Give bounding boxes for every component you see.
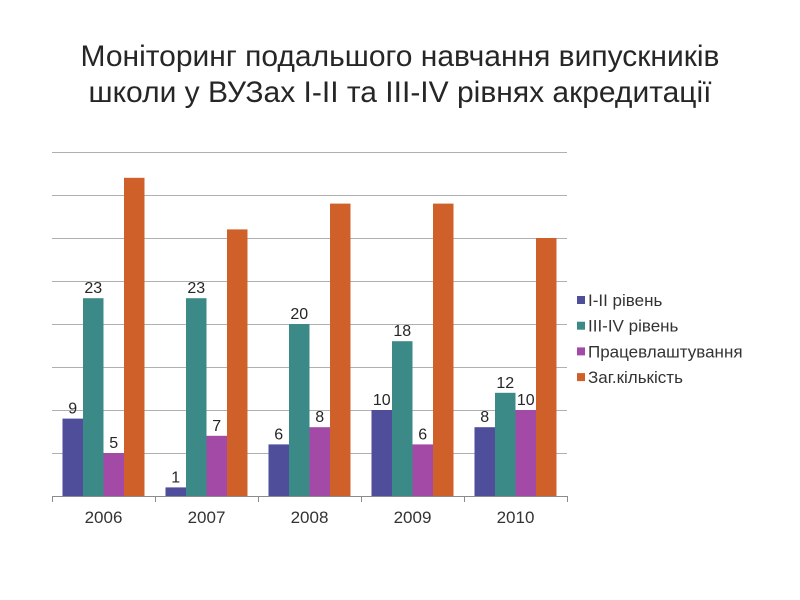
bar-series2-2009 (392, 341, 413, 496)
data-label-series2-2010: 12 (496, 375, 514, 392)
bar-series3-2006 (103, 453, 124, 496)
bars (62, 177, 557, 497)
legend: І-ІІ рівень ІІІ-IV рівень Працевлаштування… (577, 291, 743, 387)
bar-series3-2010 (515, 410, 536, 496)
legend-swatch (577, 296, 585, 304)
bar-series1-2010 (474, 427, 495, 496)
data-label-series2-2007: 23 (187, 280, 205, 297)
legend-label: Працевлаштування (588, 342, 743, 361)
data-label-series3-2009: 6 (418, 426, 427, 443)
bar-series3-2008 (309, 427, 330, 496)
legend-item-1: І-ІІ рівень (577, 291, 662, 310)
bar-series4-2010 (536, 238, 557, 496)
data-label-series1-2007: 1 (171, 469, 180, 486)
bar-series4-2006 (124, 177, 145, 497)
legend-swatch (577, 321, 585, 330)
bar-series4-2009 (433, 203, 454, 496)
data-label-series3-2007: 7 (212, 418, 221, 435)
data-label-series1-2006: 9 (68, 401, 77, 418)
bar-series4-2007 (227, 229, 248, 496)
bar-series1-2008 (268, 444, 289, 496)
x-tick-label-2010: 2010 (497, 508, 535, 527)
bar-series2-2007 (186, 298, 207, 496)
data-label-series1-2008: 6 (274, 426, 283, 443)
data-label-series3-2010: 10 (517, 392, 535, 409)
data-label-series2-2009: 18 (393, 323, 411, 340)
legend-label: Заг.кількість (588, 368, 683, 387)
data-label-series1-2009: 10 (373, 392, 391, 409)
data-label-series3-2008: 8 (315, 409, 324, 426)
data-label-series1-2010: 8 (480, 409, 489, 426)
x-tick-label-2009: 2009 (394, 508, 432, 527)
legend-swatch (577, 347, 585, 356)
bar-series1-2009 (371, 410, 392, 496)
bar-series3-2007 (206, 435, 227, 496)
bar-series2-2010 (495, 392, 516, 496)
legend-label: І-ІІ рівень (588, 291, 662, 310)
bar-series3-2009 (412, 444, 433, 496)
data-label-series2-2008: 20 (290, 306, 308, 323)
x-tick-label-2006: 2006 (85, 508, 123, 527)
x-tick-label-2008: 2008 (291, 508, 329, 527)
legend-swatch (577, 373, 585, 382)
bar-series1-2006 (62, 418, 83, 496)
data-label-series3-2006: 5 (109, 435, 118, 452)
data-labels: 9 1 6 10 8 23 23 20 18 12 5 7 8 6 10 (68, 280, 534, 486)
x-axis: 2006 2007 2008 2009 2010 (52, 496, 568, 527)
legend-item-2: ІІІ-IV рівень (577, 317, 679, 336)
legend-label: ІІІ-IV рівень (588, 317, 679, 336)
bar-series1-2007 (165, 487, 186, 496)
bar-series2-2008 (289, 324, 310, 496)
legend-item-3: Працевлаштування (577, 342, 743, 361)
bar-series4-2008 (330, 203, 351, 496)
legend-item-4: Заг.кількість (577, 368, 683, 387)
bar-series2-2006 (83, 298, 104, 496)
data-label-series2-2006: 23 (84, 280, 102, 297)
chart-title: Моніторинг подальшого навчання випускник… (80, 40, 720, 109)
x-tick-label-2007: 2007 (188, 508, 226, 527)
